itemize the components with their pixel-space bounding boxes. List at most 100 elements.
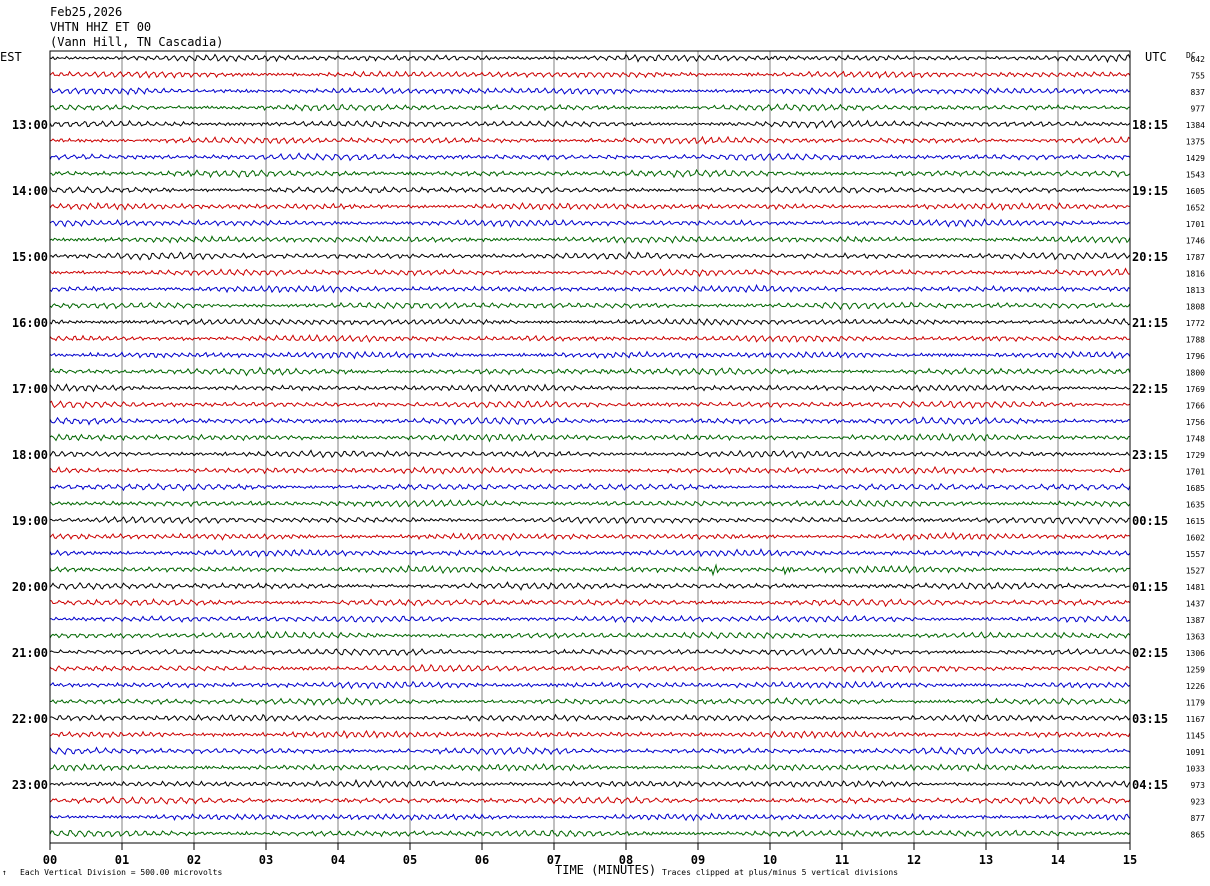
seismic-trace	[49, 152, 1131, 162]
seismic-trace	[49, 87, 1131, 96]
dc-offset-label: 1605	[1186, 187, 1205, 196]
header-location: (Vann Hill, TN Cascadia)	[50, 35, 223, 49]
seismic-trace	[49, 482, 1131, 492]
dc-offset-label: 973	[1191, 781, 1206, 790]
seismic-trace	[49, 103, 1131, 112]
clip-note: Traces clipped at plus/minus 5 vertical …	[662, 868, 898, 877]
seismic-trace	[49, 581, 1131, 591]
dc-offset-label: 1481	[1186, 583, 1205, 592]
x-tick-label: 12	[907, 853, 921, 867]
seismic-trace	[49, 400, 1131, 409]
dc-offset-label: 1685	[1186, 484, 1205, 493]
dc-offset-label: 1635	[1186, 501, 1205, 510]
seismic-trace	[49, 53, 1131, 64]
hour-label-est: 18:00	[12, 448, 48, 462]
hour-label-utc: 00:15	[1132, 514, 1168, 528]
dc-offset-label: 1748	[1186, 435, 1205, 444]
hour-label-utc: 19:15	[1132, 184, 1168, 198]
dc-offset-label: 1808	[1186, 303, 1205, 312]
hour-label-est: 17:00	[12, 382, 48, 396]
dc-offset-label: 1701	[1186, 220, 1205, 229]
dc-offset-label: 923	[1191, 798, 1206, 807]
dc-offset-label: 1543	[1186, 171, 1205, 180]
dc-offset-label: 1226	[1186, 682, 1205, 691]
dc-offset-label: 1701	[1186, 468, 1205, 477]
x-tick-label: 04	[331, 853, 345, 867]
hour-label-est: 13:00	[12, 118, 48, 132]
seismic-trace	[49, 350, 1131, 360]
dc-offset-label: 837	[1191, 88, 1206, 97]
dc-offset-label: 1259	[1186, 666, 1205, 675]
dc-offset-label: 1033	[1186, 765, 1205, 774]
x-tick-label: 08	[619, 853, 633, 867]
trace-lines	[49, 53, 1131, 838]
dc-offset-label: 1796	[1186, 352, 1205, 361]
dc-offset-label: 1729	[1186, 451, 1205, 460]
dc-offset-label: 1788	[1186, 336, 1205, 345]
seismic-trace	[49, 416, 1131, 426]
seismic-trace	[49, 499, 1131, 508]
x-axis-title: TIME (MINUTES)	[555, 863, 656, 877]
seismic-trace	[49, 795, 1131, 805]
dc-offset-label: 1557	[1186, 550, 1205, 559]
hour-label-utc: 21:15	[1132, 316, 1168, 330]
seismic-trace	[49, 531, 1131, 541]
x-tick-label: 07	[547, 853, 561, 867]
hour-label-est: 21:00	[12, 646, 48, 660]
hour-label-est: 22:00	[12, 712, 48, 726]
seismic-trace	[50, 697, 1131, 706]
dc-offset-label: 977	[1191, 105, 1206, 114]
hour-label-utc: 02:15	[1132, 646, 1168, 660]
plot-frame	[49, 50, 1131, 844]
dc-offset-label: 1387	[1186, 616, 1205, 625]
dc-offset-label: 755	[1191, 72, 1206, 81]
seismic-trace	[49, 465, 1131, 475]
x-tick-label: 14	[1051, 853, 1065, 867]
seismic-trace	[49, 267, 1131, 278]
hour-label-utc: 23:15	[1132, 448, 1168, 462]
hour-labels: 13:00 18:15 14:00 19:15 15:00 20:15 16:00 21:15…	[12, 118, 1168, 792]
hour-label-est: 16:00	[12, 316, 48, 330]
seismic-trace	[49, 317, 1131, 327]
hour-label-utc: 20:15	[1132, 250, 1168, 264]
hour-label-est: 19:00	[12, 514, 48, 528]
dc-offset-label: 1363	[1186, 633, 1205, 642]
hour-label-utc: 01:15	[1132, 580, 1168, 594]
dc-offset-label: 1769	[1186, 385, 1205, 394]
seismic-trace	[50, 614, 1131, 624]
seismic-trace	[49, 812, 1131, 822]
x-tick-label: 00	[43, 853, 57, 867]
seismic-trace	[49, 713, 1131, 723]
seismic-trace	[49, 647, 1131, 656]
seismic-trace	[49, 201, 1131, 211]
seismic-trace	[49, 762, 1131, 773]
x-tick-label: 03	[259, 853, 273, 867]
hour-label-est: 20:00	[12, 580, 48, 594]
x-tick-label: 09	[691, 853, 705, 867]
hour-label-est: 15:00	[12, 250, 48, 264]
scale-note: Each Vertical Division = 500.00 microvol…	[20, 868, 222, 877]
dc-offset-label: 1787	[1186, 253, 1205, 262]
dc-offset-label: 1772	[1186, 319, 1205, 328]
dc-offset-label: 1375	[1186, 138, 1205, 147]
seismic-trace	[49, 680, 1131, 690]
x-axis-ticks: 00 01 02 03 04 05 06 07 08 09 10 11 12 13 14 15	[43, 843, 1137, 867]
x-tick-label: 10	[763, 853, 777, 867]
dc-offset-label: 1179	[1186, 699, 1205, 708]
scale-marker-icon: ↑	[2, 868, 7, 877]
x-tick-label: 13	[979, 853, 993, 867]
dc-offset-label: 877	[1191, 814, 1206, 823]
seismic-trace	[49, 119, 1131, 129]
seismic-trace	[49, 432, 1131, 443]
x-tick-label: 02	[187, 853, 201, 867]
hour-label-utc: 18:15	[1132, 118, 1168, 132]
x-tick-label: 05	[403, 853, 417, 867]
dc-offset-label: 1167	[1186, 715, 1205, 724]
x-tick-label: 11	[835, 853, 849, 867]
x-tick-label: 15	[1123, 853, 1137, 867]
x-tick-label: 01	[115, 853, 129, 867]
hour-label-utc: 03:15	[1132, 712, 1168, 726]
seismic-trace	[49, 135, 1131, 145]
seismic-trace	[49, 663, 1131, 674]
left-timezone-label: EST	[0, 50, 22, 64]
